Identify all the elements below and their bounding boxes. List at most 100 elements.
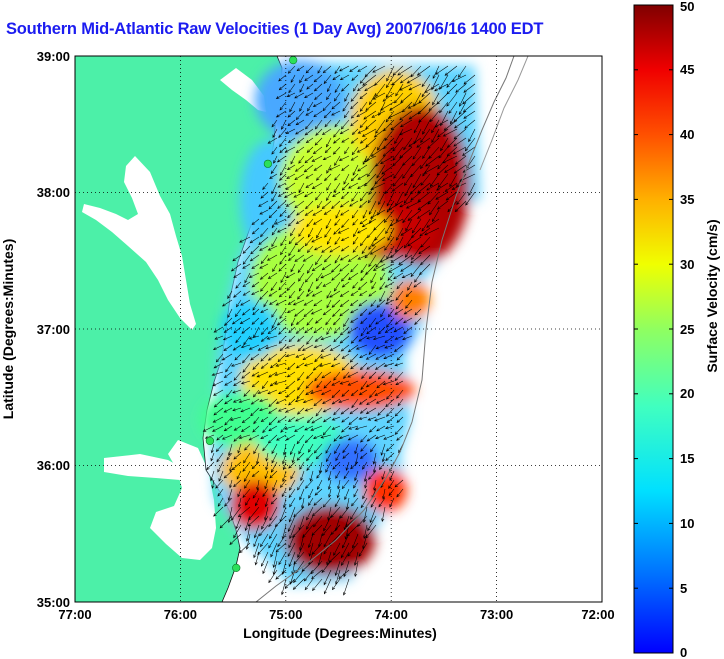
velocity-arrow (286, 371, 296, 378)
velocity-arrow (285, 344, 296, 349)
velocity-arrow (340, 344, 350, 352)
velocity-arrow (408, 83, 422, 91)
velocity-arrow (287, 209, 296, 219)
velocity-arrow (394, 128, 404, 145)
velocity-arrow (323, 578, 332, 595)
velocity-arrow (294, 425, 305, 432)
velocity-arrow (340, 209, 350, 216)
velocity-arrow (334, 65, 341, 75)
velocity-arrow (277, 533, 287, 548)
velocity-arrow (295, 110, 305, 121)
velocity-arrow (454, 155, 467, 165)
velocity-arrow (338, 155, 350, 161)
velocity-arrow (362, 209, 368, 219)
velocity-arrow (453, 137, 467, 147)
velocity-arrow (326, 290, 332, 299)
velocity-arrow (235, 335, 242, 344)
velocity-arrow (244, 515, 251, 532)
velocity-arrow (380, 155, 395, 164)
velocity-arrow (382, 380, 395, 386)
delaware-bay (220, 68, 266, 112)
velocity-arrow (226, 389, 233, 398)
velocity-arrow (339, 335, 350, 344)
velocity-arrow (275, 362, 287, 367)
velocity-arrow (310, 389, 323, 395)
velocity-arrow (300, 470, 305, 482)
velocity-arrow (288, 236, 296, 245)
velocity-arrow (341, 425, 350, 433)
velocity-arrow (314, 92, 323, 100)
velocity-arrow (360, 497, 368, 509)
velocity-arrow (268, 416, 278, 426)
velocity-arrow (363, 110, 377, 120)
velocity-arrow (400, 263, 413, 272)
velocity-arrow (334, 497, 341, 508)
velocity-arrow (323, 515, 332, 532)
velocity-arrow (347, 434, 359, 441)
velocity-arrow (381, 263, 395, 271)
velocity-arrow (344, 92, 350, 102)
velocity-arrow (238, 434, 251, 440)
velocity-arrow (348, 272, 359, 280)
velocity-arrow (369, 389, 377, 399)
velocity-arrow (385, 452, 395, 461)
velocity-arrow (359, 218, 368, 225)
velocity-arrow (266, 335, 278, 340)
velocity-arrow (410, 191, 422, 201)
velocity-arrow (259, 245, 269, 251)
velocity-arrow (251, 470, 260, 478)
velocity-arrow (383, 119, 395, 132)
velocity-arrow (416, 137, 431, 148)
velocity-arrow (341, 551, 350, 566)
velocity-arrow (262, 560, 269, 575)
velocity-arrow (315, 254, 323, 266)
velocity-arrow (306, 515, 314, 530)
velocity-arrow (367, 191, 377, 204)
velocity-arrow (277, 191, 287, 197)
velocity-arrow (273, 155, 278, 164)
velocity-arrow (224, 398, 233, 405)
velocity-arrow (316, 380, 323, 389)
velocity-arrow (297, 290, 305, 300)
colorbar-tick-label: 5 (680, 581, 687, 596)
velocity-arrow (213, 398, 224, 408)
velocity-arrow (413, 128, 422, 145)
velocity-arrow (279, 173, 287, 181)
velocity-arrow (371, 236, 386, 247)
velocity-arrow (271, 236, 278, 248)
velocity-arrow (275, 92, 287, 99)
velocity-arrow (253, 416, 260, 425)
velocity-arrow (315, 272, 323, 282)
velocity-arrow (213, 506, 224, 517)
velocity-arrow (416, 65, 431, 76)
velocity-arrow (271, 227, 278, 236)
velocity-arrow (408, 137, 422, 147)
velocity-arrow (357, 173, 368, 180)
velocity-arrow (402, 209, 413, 224)
velocity-arrow (215, 443, 224, 452)
velocity-arrow (354, 470, 359, 482)
velocity-arrow (407, 281, 413, 291)
velocity-arrow (379, 281, 386, 291)
velocity-arrow (386, 416, 395, 424)
velocity-arrow (313, 245, 323, 251)
velocity-arrow (289, 569, 296, 585)
velocity-arrow (375, 83, 386, 98)
velocity-arrow (421, 74, 431, 88)
velocity-arrow (326, 191, 332, 202)
velocity-arrow (233, 452, 242, 460)
velocity-arrow (305, 182, 314, 188)
velocity-arrow (463, 74, 476, 85)
velocity-arrow (269, 524, 278, 540)
velocity-arrow (399, 119, 413, 128)
velocity-arrow (368, 425, 377, 433)
velocity-arrow (347, 344, 359, 353)
velocity-arrow (305, 200, 314, 210)
velocity-arrow (351, 128, 359, 136)
velocity-arrow (320, 434, 332, 439)
velocity-arrow (252, 299, 260, 311)
velocity-arrow (210, 470, 215, 482)
velocity-arrow (444, 164, 458, 173)
velocity-arrow (357, 128, 368, 134)
velocity-arrow (262, 425, 269, 434)
